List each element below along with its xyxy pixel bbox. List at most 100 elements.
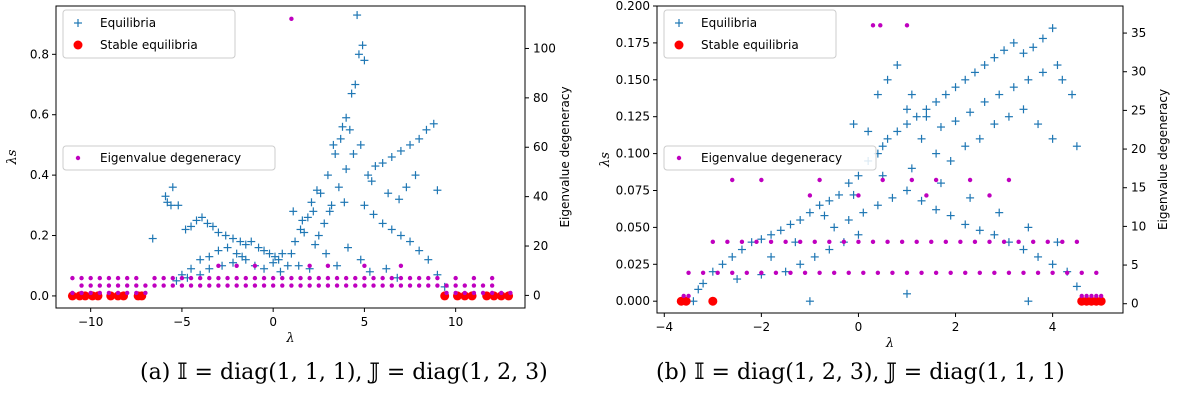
degeneracy-point <box>817 270 822 275</box>
degeneracy-point <box>1035 270 1041 275</box>
equilibrium-point <box>1029 43 1038 52</box>
y2-tick-label: 15 <box>1131 181 1146 195</box>
equilibrium-point <box>728 252 737 261</box>
degeneracy-point <box>371 283 376 288</box>
y2-tick-label: 10 <box>1131 219 1146 233</box>
degeneracy-point <box>802 270 808 275</box>
degeneracy-point <box>739 239 745 245</box>
equilibrium-point <box>917 196 926 205</box>
equilibrium-point <box>912 112 921 121</box>
equilibrium-point <box>844 179 853 188</box>
legend-box <box>62 9 236 59</box>
equilibrium-point <box>767 230 776 239</box>
degeneracy-point <box>686 293 691 299</box>
equilibrium-point <box>902 186 911 195</box>
equilibrium-point <box>364 171 373 180</box>
equilibrium-point <box>298 216 307 225</box>
equilibrium-point <box>309 207 318 216</box>
equilibrium-point <box>699 279 708 288</box>
equilibrium-point <box>1019 245 1028 254</box>
degeneracy-point <box>334 283 340 288</box>
equilibrium-point <box>197 213 206 222</box>
legend-marker <box>73 40 83 50</box>
equilibrium-point <box>278 249 287 258</box>
equilibrium-point <box>893 127 902 136</box>
equilibrium-point <box>888 193 897 202</box>
y2-axis-label: Eigenvalue degeneracy <box>1156 89 1170 230</box>
degeneracy-point <box>97 290 102 296</box>
y2-tick-label: 80 <box>533 91 548 105</box>
degeneracy-point <box>79 290 84 296</box>
equilibrium-point <box>148 234 157 243</box>
degeneracy-point <box>730 177 735 183</box>
equilibrium-point <box>307 198 316 207</box>
legend-degeneracy: Eigenvalue degeneracy <box>62 145 276 171</box>
equilibrium-point <box>269 258 278 267</box>
degeneracy-point <box>817 177 822 183</box>
degeneracy-point <box>904 23 910 28</box>
equilibrium-point <box>378 159 387 168</box>
degeneracy-point <box>462 283 467 288</box>
legend-label: Stable equilibria <box>100 38 198 52</box>
equilibrium-point <box>961 142 970 151</box>
equilibrium-point <box>187 264 196 273</box>
degeneracy-point <box>875 270 881 275</box>
equilibrium-point <box>1038 34 1047 43</box>
degeneracy-point <box>686 270 691 275</box>
degeneracy-point <box>471 275 477 281</box>
degeneracy-point <box>1079 270 1084 275</box>
equilibrium-point <box>708 267 717 276</box>
equilibrium-point <box>946 156 955 165</box>
equilibrium-point <box>1034 252 1043 261</box>
stable-equilibrium-point <box>496 291 506 301</box>
equilibrium-point <box>300 228 309 237</box>
degeneracy-point <box>252 275 258 281</box>
y-axis-label: λs <box>5 149 20 165</box>
degeneracy-point <box>243 283 248 288</box>
degeneracy-point <box>489 290 495 296</box>
degeneracy-point <box>216 283 221 288</box>
y-tick-label: 0.025 <box>616 257 650 271</box>
chart-panel-b: −4 −2 0 2 4 0.000 0.025 0.050 0.075 0.100 0.125 0.1… <box>598 0 1170 351</box>
equilibrium-point <box>844 216 853 225</box>
degeneracy-point <box>471 290 477 296</box>
equilibrium-point <box>902 120 911 129</box>
degeneracy-point <box>124 290 130 296</box>
caption-b: (b) 𝕀 = diag(1, 2, 3), 𝕁 = diag(1, 1, 1) <box>656 360 1065 385</box>
degeneracy-point <box>759 177 764 183</box>
equilibrium-point <box>805 208 814 217</box>
equilibrium-point <box>254 243 263 252</box>
degeneracy-point <box>188 283 194 288</box>
equilibrium-point <box>1024 223 1033 232</box>
degeneracy-point <box>909 177 915 183</box>
degeneracy-point <box>207 275 212 281</box>
equilibrium-point <box>433 186 442 195</box>
degeneracy-point <box>325 275 331 281</box>
degeneracy-point <box>1089 293 1094 299</box>
equilibrium-point <box>878 142 887 151</box>
degeneracy-point <box>1094 293 1099 299</box>
equilibrium-point <box>387 225 396 234</box>
degeneracy-point <box>904 270 910 275</box>
degeneracy-point <box>234 263 239 268</box>
degeneracy-point <box>444 290 449 296</box>
y-tick-label: 0.4 <box>30 168 49 182</box>
degeneracy-point <box>715 270 720 275</box>
y-tick-label: 0.000 <box>616 294 650 308</box>
degeneracy-point <box>725 239 730 245</box>
equilibrium-point <box>1004 112 1013 121</box>
equilibrium-point <box>946 211 955 220</box>
degeneracy-point <box>987 239 992 245</box>
legend-marker <box>75 155 81 161</box>
degeneracy-point <box>398 275 404 281</box>
degeneracy-point <box>797 239 803 245</box>
degeneracy-point <box>929 239 934 245</box>
degeneracy-point <box>856 193 861 198</box>
degeneracy-point <box>807 193 813 198</box>
degeneracy-point <box>243 275 248 281</box>
x-tick-label: 5 <box>361 315 369 329</box>
equilibrium-point <box>356 140 365 149</box>
x-tick-label: 10 <box>448 315 463 329</box>
equilibrium-point <box>378 219 387 228</box>
equilibrium-point <box>415 134 424 143</box>
